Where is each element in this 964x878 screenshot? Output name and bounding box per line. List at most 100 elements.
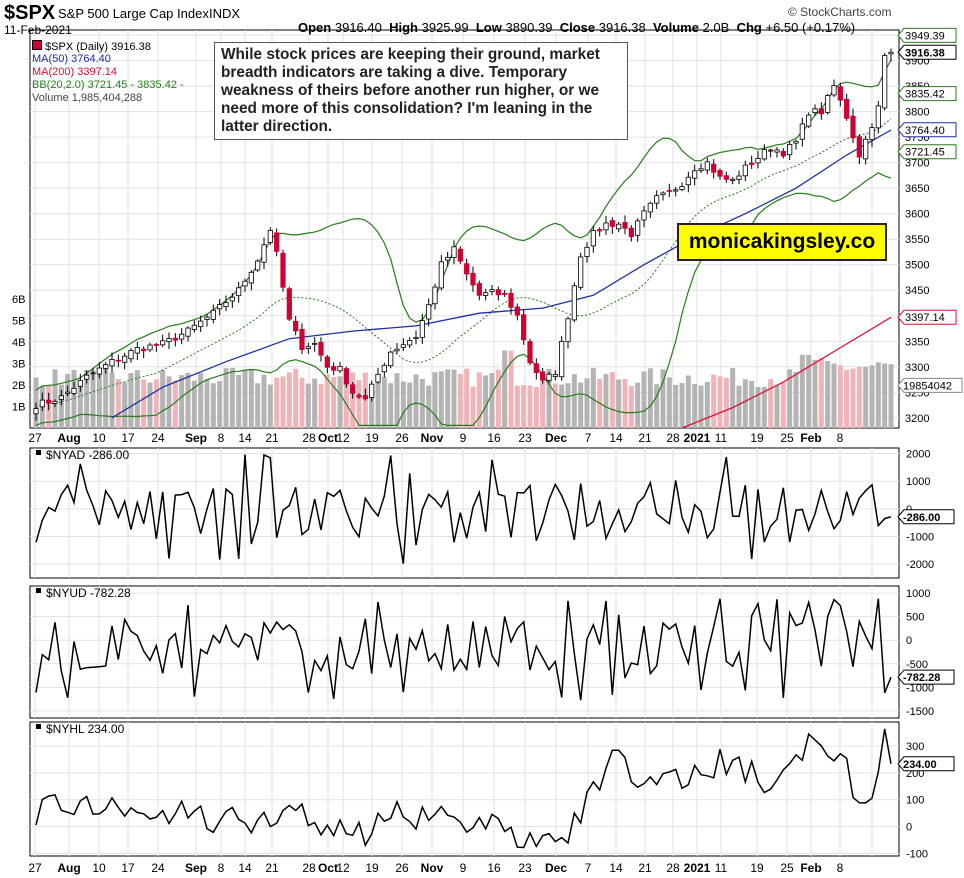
chart-index-name: S&P 500 Large Cap Index (58, 6, 209, 21)
candle-body (875, 105, 881, 129)
x-tick-label-main: Sep (185, 431, 207, 445)
candle-body (71, 387, 77, 394)
candle-body (527, 341, 533, 364)
candle-body (65, 391, 71, 394)
indicator-legend-swatch (36, 724, 41, 729)
candle-body (375, 373, 381, 383)
volume-bar (223, 368, 229, 428)
indicator-title-nyad: $NYAD -286.00 (46, 448, 129, 462)
candle-body (502, 293, 508, 295)
volume-bar (445, 369, 451, 428)
indicator-y-tick-label: -2000 (906, 559, 934, 571)
volume-bar (166, 376, 172, 428)
volume-bar (451, 369, 457, 428)
candle-body (825, 95, 831, 113)
volume-tick-label: 2B (12, 380, 25, 392)
volume-bar (508, 350, 514, 428)
x-tick-label-bottom: 25 (780, 861, 794, 875)
panel-frame-nyad (29, 447, 900, 579)
chart-symbol: $SPX (4, 2, 56, 24)
candle-body (736, 175, 742, 180)
candle-body (217, 304, 223, 310)
candle-body (413, 336, 419, 339)
price-tag-label-volume: 19854042 (903, 380, 952, 392)
candle-body (489, 289, 495, 292)
x-tick-label-main: 11 (715, 431, 728, 445)
indicator-line-nyad (35, 453, 892, 564)
indicator-y-tick-label: 1000 (906, 588, 930, 600)
candle-body (679, 186, 685, 190)
x-tick-label-main: 14 (609, 431, 623, 445)
x-tick-label-main: 8 (837, 431, 844, 445)
volume-bar (565, 383, 571, 428)
volume-bar (71, 369, 77, 428)
candle-body (660, 192, 666, 196)
candle-body (160, 340, 166, 346)
volume-bar (464, 368, 470, 428)
candle-body (698, 168, 704, 171)
x-tick-label-bottom: 19 (750, 861, 764, 875)
volume-bar (730, 367, 736, 428)
volume-bar (204, 378, 210, 428)
volume-bar (679, 383, 685, 428)
indicator-y-tick-label: 100 (906, 795, 924, 807)
volume-bar (844, 369, 850, 428)
candle-body (153, 343, 159, 346)
volume-bar (521, 385, 527, 428)
legend-spx-swatch (32, 40, 42, 50)
x-tick-label-main: 23 (518, 431, 532, 445)
candle-body (711, 163, 717, 173)
candle-body (818, 108, 824, 115)
candle-body (141, 348, 147, 352)
x-tick-label-bottom: 17 (121, 861, 135, 875)
candle-body (768, 149, 774, 152)
indicator-line-nyhl (35, 728, 892, 849)
volume-bar (571, 374, 577, 428)
price-tag-ma200 (897, 309, 957, 325)
volume-bar (717, 376, 723, 428)
candle-body (134, 347, 140, 354)
y-tick-label: 3500 (905, 260, 929, 272)
volume-bar (559, 384, 565, 428)
indicator-last-label-nyud: -782.28 (903, 672, 940, 684)
legend-volume: Volume 1,985,404,288 (32, 92, 143, 104)
candle-body (812, 108, 818, 113)
candle-body (229, 296, 235, 302)
legend-ma50: MA(50) 3764.40 (32, 53, 111, 65)
chart-exchange: INDX (209, 6, 241, 21)
candle-body (654, 195, 660, 204)
candle-body (837, 86, 843, 101)
volume-bar (489, 373, 495, 428)
y-tick-label: 3300 (905, 362, 929, 374)
indicator-y-tick-label: -1500 (906, 706, 934, 718)
candle-body (540, 371, 546, 381)
volume-bar (324, 374, 330, 428)
indicator-last-tag-nyud (897, 669, 955, 685)
volume-bar (831, 363, 837, 428)
x-tick-label-bottom: 23 (518, 861, 532, 875)
y-tick-label: 3650 (905, 183, 929, 195)
volume-bar (812, 359, 818, 428)
panel-frame-nyhl (29, 721, 900, 857)
candle-body (755, 158, 761, 164)
volume-bar (179, 375, 185, 428)
candle-body (331, 366, 337, 371)
candle-body (147, 344, 153, 351)
low-value: 3890.39 (505, 20, 553, 35)
x-tick-label-bottom: 28 (302, 861, 316, 875)
candle-body (46, 399, 52, 404)
candle-body (267, 230, 273, 243)
candle-body (723, 175, 729, 180)
volume-bar (134, 370, 140, 428)
candle-body (255, 260, 261, 271)
price-tag-label-bb-lower: 3721.45 (905, 147, 945, 159)
volume-bar (768, 379, 774, 428)
candle-body (641, 210, 647, 221)
volume-bar (267, 384, 273, 428)
candle-body (565, 318, 571, 343)
candle-body (210, 309, 216, 320)
candle-body (584, 246, 590, 257)
x-tick-label-main: Dec (545, 431, 567, 445)
volume-bar (546, 368, 552, 428)
volume-bar (584, 378, 590, 428)
